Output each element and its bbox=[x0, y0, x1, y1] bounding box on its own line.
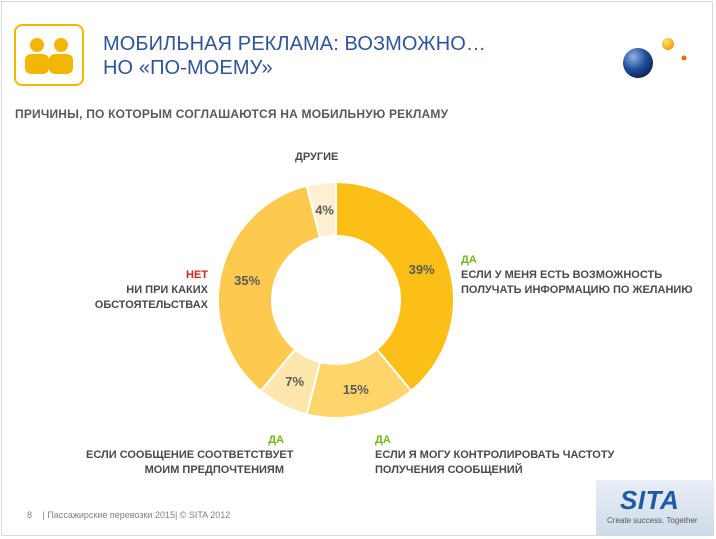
title-line-1: МОБИЛЬНАЯ РЕКЛАМА: ВОЗМОЖНО… bbox=[103, 33, 487, 55]
footer-text: | Пассажирские перевозки 2015| © SITA 20… bbox=[42, 510, 231, 520]
tag-slice-3: ДА bbox=[268, 434, 284, 446]
donut-slice-4 bbox=[217, 184, 322, 393]
label-slice-3: ДА ЕСЛИ СООБЩЕНИЕ СООТВЕТСТВУЕТ МОИМ ПРЕ… bbox=[86, 433, 294, 478]
page-title: МОБИЛЬНАЯ РЕКЛАМА: ВОЗМОЖНО… НО «ПО-МОЕМ… bbox=[103, 32, 523, 80]
sita-logo: SITA bbox=[620, 485, 680, 515]
label-slice-1-line-1: ЕСЛИ У МЕНЯ ЕСТЬ ВОЗМОЖНОСТЬ bbox=[461, 269, 663, 281]
label-slice-2-line-1: ЕСЛИ Я МОГУ КОНТРОЛИРОВАТЬ ЧАСТОТУ bbox=[375, 449, 615, 461]
label-slice-2-line-2: ПОЛУЧЕНИЯ СООБЩЕНИЙ bbox=[375, 464, 523, 476]
label-slice-1: ДА ЕСЛИ У МЕНЯ ЕСТЬ ВОЗМОЖНОСТЬ ПОЛУЧАТЬ… bbox=[461, 253, 693, 298]
label-slice-3-line-1: ЕСЛИ СООБЩЕНИЕ СООТВЕТСТВУЕТ bbox=[86, 449, 294, 461]
donut-slice-1 bbox=[335, 180, 455, 393]
slice-value-label-2: 15% bbox=[343, 382, 369, 397]
tag-slice-2: ДА bbox=[375, 434, 391, 446]
globe-logo-icon bbox=[623, 38, 687, 78]
brand-bar bbox=[596, 480, 714, 536]
label-slice-5-line-1: ДРУГИЕ bbox=[295, 151, 339, 163]
label-slice-2: ДА ЕСЛИ Я МОГУ КОНТРОЛИРОВАТЬ ЧАСТОТУ ПО… bbox=[375, 433, 614, 478]
two-people-icon bbox=[25, 38, 73, 74]
label-slice-4-line-2: ОБСТОЯТЕЛЬСТВАХ bbox=[94, 299, 208, 311]
title-line-2: НО «ПО-МОЕМУ» bbox=[103, 57, 273, 79]
people-logo bbox=[14, 24, 84, 86]
slice-value-label-4: 35% bbox=[234, 273, 260, 288]
label-slice-4-line-1: НИ ПРИ КАКИХ bbox=[126, 284, 208, 296]
label-slice-4: НЕТ НИ ПРИ КАКИХ ОБСТОЯТЕЛЬСТВАХ bbox=[80, 268, 208, 313]
label-slice-3-line-2: МОИМ ПРЕДПОЧТЕНИЯМ bbox=[144, 464, 284, 476]
chart-subtitle: ПРИЧИНЫ, ПО КОТОРЫМ СОГЛАШАЮТСЯ НА МОБИЛ… bbox=[15, 107, 449, 121]
slice-value-label-3: 7% bbox=[285, 374, 304, 389]
tag-slice-1: ДА bbox=[461, 254, 477, 266]
donut-slice-5 bbox=[305, 180, 337, 240]
label-slice-1-line-2: ПОЛУЧАТЬ ИНФОРМАЦИЮ ПО ЖЕЛАНИЮ bbox=[461, 284, 693, 296]
footer: 8 | Пассажирские перевозки 2015| © SITA … bbox=[27, 510, 230, 520]
slice-value-label-5: 4% bbox=[315, 203, 334, 218]
tag-slice-4: НЕТ bbox=[186, 269, 208, 281]
slice-value-label-1: 39% bbox=[409, 262, 435, 277]
page-number: 8 bbox=[27, 510, 33, 520]
sita-tagline: Create success. Together bbox=[607, 516, 698, 525]
label-slice-5: ДРУГИЕ bbox=[295, 150, 338, 165]
